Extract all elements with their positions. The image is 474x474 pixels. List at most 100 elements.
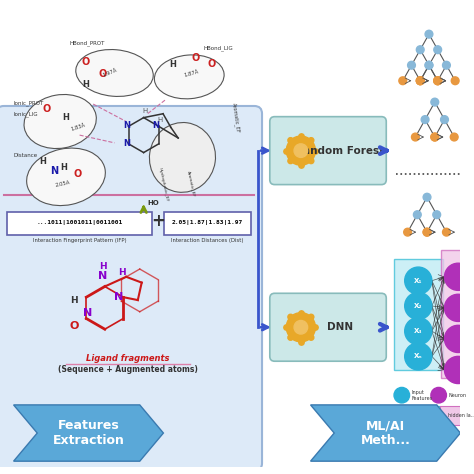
Text: O: O: [69, 321, 78, 331]
Circle shape: [416, 77, 424, 85]
Text: DNN: DNN: [327, 322, 353, 332]
FancyBboxPatch shape: [270, 293, 386, 361]
Circle shape: [405, 267, 432, 294]
Ellipse shape: [149, 122, 216, 192]
Circle shape: [294, 320, 308, 334]
Text: H: H: [169, 60, 176, 69]
Circle shape: [294, 144, 308, 157]
Circle shape: [416, 77, 424, 85]
Circle shape: [286, 136, 315, 165]
Circle shape: [451, 77, 459, 85]
Circle shape: [434, 46, 442, 54]
Text: Aromatic_EF: Aromatic_EF: [186, 170, 196, 197]
Text: Xₙ: Xₙ: [414, 354, 423, 359]
Circle shape: [434, 77, 442, 85]
Text: HO: HO: [147, 200, 159, 206]
Circle shape: [443, 228, 450, 236]
Circle shape: [423, 228, 431, 236]
Circle shape: [431, 387, 447, 403]
Circle shape: [434, 77, 442, 85]
Text: HBond_LIG: HBond_LIG: [204, 46, 234, 51]
Text: hidden la...: hidden la...: [448, 413, 474, 418]
Circle shape: [416, 77, 424, 85]
FancyBboxPatch shape: [395, 406, 440, 425]
Text: H: H: [118, 268, 126, 277]
Text: 1.83Å: 1.83Å: [70, 123, 86, 132]
Circle shape: [445, 325, 472, 353]
Text: N: N: [123, 139, 130, 148]
Circle shape: [434, 77, 442, 85]
FancyBboxPatch shape: [7, 212, 152, 235]
Circle shape: [425, 61, 433, 69]
Text: X₂: X₂: [414, 303, 422, 309]
Circle shape: [445, 294, 472, 321]
Text: 1.87Å: 1.87Å: [183, 69, 200, 78]
Circle shape: [445, 356, 472, 383]
Text: input layer: input layer: [404, 413, 431, 418]
Circle shape: [431, 133, 438, 141]
Circle shape: [404, 228, 411, 236]
FancyBboxPatch shape: [440, 406, 474, 425]
Circle shape: [399, 77, 407, 85]
Circle shape: [425, 61, 433, 69]
Circle shape: [423, 228, 431, 236]
Text: Neuron: Neuron: [448, 392, 466, 398]
Text: H: H: [39, 157, 46, 166]
Circle shape: [405, 318, 432, 345]
Circle shape: [431, 133, 438, 141]
Ellipse shape: [155, 55, 224, 99]
Circle shape: [286, 313, 315, 342]
Text: O: O: [43, 104, 51, 114]
Text: Random Forest: Random Forest: [295, 146, 384, 155]
Circle shape: [433, 211, 441, 219]
Circle shape: [405, 292, 432, 319]
Text: HBond_PROT: HBond_PROT: [70, 40, 105, 46]
Text: X₃: X₃: [414, 328, 422, 334]
Text: O: O: [99, 69, 107, 79]
Circle shape: [413, 211, 421, 219]
Text: H: H: [60, 163, 67, 172]
Circle shape: [445, 263, 472, 291]
Text: O: O: [192, 54, 200, 64]
Ellipse shape: [27, 148, 105, 206]
Text: O: O: [74, 169, 82, 179]
FancyBboxPatch shape: [394, 259, 443, 370]
Circle shape: [431, 98, 438, 106]
Text: N: N: [152, 121, 159, 130]
Text: Distance: Distance: [14, 154, 38, 158]
Text: O: O: [81, 57, 90, 67]
Circle shape: [394, 387, 410, 403]
FancyBboxPatch shape: [164, 212, 251, 235]
FancyBboxPatch shape: [270, 117, 386, 184]
Text: O: O: [208, 59, 216, 69]
Text: N: N: [123, 121, 130, 130]
Text: X₁: X₁: [414, 278, 422, 283]
Circle shape: [443, 61, 450, 69]
Circle shape: [423, 193, 431, 201]
Text: ...1011|1001011|0011001: ...1011|1001011|0011001: [36, 220, 123, 225]
Ellipse shape: [76, 50, 153, 96]
Polygon shape: [14, 405, 164, 461]
Text: H: H: [99, 262, 107, 271]
Text: Interaction Fingerprint Pattern (IFP): Interaction Fingerprint Pattern (IFP): [33, 238, 127, 243]
Text: N: N: [50, 166, 59, 176]
Text: N: N: [83, 308, 92, 318]
FancyBboxPatch shape: [0, 106, 262, 471]
Text: Ionic_LIG: Ionic_LIG: [14, 112, 38, 118]
Circle shape: [408, 61, 415, 69]
Circle shape: [421, 116, 429, 123]
Text: Ionic_PROT: Ionic_PROT: [14, 100, 44, 106]
Text: N: N: [114, 292, 123, 302]
Text: N: N: [98, 271, 108, 281]
Circle shape: [425, 30, 433, 38]
Text: ML/AI
Meth...: ML/AI Meth...: [361, 419, 410, 447]
Text: H: H: [82, 80, 89, 89]
Text: H: H: [70, 296, 78, 305]
Text: 1.97Å: 1.97Å: [102, 67, 118, 78]
Text: Features
Extraction: Features Extraction: [53, 419, 125, 447]
Text: H: H: [63, 112, 69, 121]
Text: H: H: [142, 108, 147, 114]
Text: H: H: [157, 117, 163, 122]
Circle shape: [441, 116, 448, 123]
Circle shape: [450, 133, 458, 141]
